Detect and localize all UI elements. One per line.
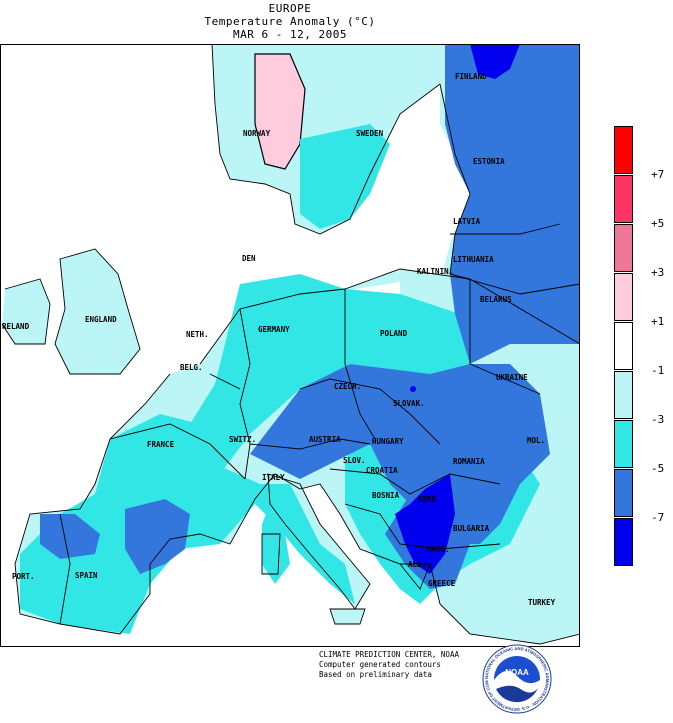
- label-netherlands: NETH.: [186, 330, 209, 339]
- noaa-logo: NATIONAL OCEANIC AND ATMOSPHERIC ADMINIS…: [482, 644, 552, 714]
- label-moldova: MOL.: [527, 436, 545, 445]
- legend-bin-1: [614, 126, 633, 174]
- label-england: ENGLAND: [85, 315, 117, 324]
- label-slovenia: SLOV.: [343, 456, 366, 465]
- label-france: FRANCE: [147, 440, 175, 449]
- label-poland: POLAND: [380, 329, 408, 338]
- label-albania: ALB.: [408, 560, 426, 569]
- label-ireland: RELAND: [2, 322, 30, 331]
- label-belarus: BELARUS: [480, 295, 512, 304]
- legend-tick-8: -7: [651, 511, 665, 524]
- label-norway: NORWAY: [243, 129, 271, 138]
- label-serbia: SERB.: [418, 495, 441, 504]
- label-czech: CZECH.: [334, 382, 361, 391]
- label-denmark: DEN: [242, 254, 256, 263]
- legend-bin-7: [614, 420, 633, 468]
- label-macedonia: MACE.: [427, 545, 450, 554]
- country-labels: FINLAND NORWAY SWEDEN ESTONIA LATVIA LIT…: [2, 72, 556, 607]
- anomaly-map: FINLAND NORWAY SWEDEN ESTONIA LATVIA LIT…: [0, 44, 580, 647]
- legend-tick-5: -1: [651, 364, 665, 377]
- noaa-logo-text: NOAA: [505, 668, 529, 677]
- legend-tick-6: -3: [651, 413, 665, 426]
- map-period: MAR 6 - 12, 2005: [233, 28, 347, 41]
- label-ukraine: UKRAINE: [496, 373, 528, 382]
- credit-line-2: Computer generated contours: [319, 660, 441, 669]
- label-spain: SPAIN: [75, 571, 98, 580]
- borders: [1, 44, 580, 645]
- label-portugal: PORT.: [12, 572, 35, 581]
- legend-bin-9: [614, 518, 633, 566]
- label-finland: FINLAND: [455, 72, 487, 81]
- legend-tick-1: +7: [651, 168, 665, 181]
- label-switzerland: SWITZ.: [229, 435, 256, 444]
- legend-bin-6: [614, 371, 633, 419]
- legend-tick-4: +1: [651, 315, 665, 328]
- label-croatia: CROATIA: [366, 466, 398, 475]
- label-bosnia: BOSNIA: [372, 491, 400, 500]
- label-hungary: HUNGARY: [372, 437, 404, 446]
- label-italy: ITALY: [262, 473, 285, 482]
- map-frame: [0, 44, 580, 647]
- label-greece: GREECE: [428, 579, 456, 588]
- map-title: Temperature Anomaly (°C): [204, 15, 376, 28]
- credit-line-1: CLIMATE PREDICTION CENTER, NOAA: [319, 650, 459, 659]
- legend-bin-3: [614, 224, 633, 272]
- label-estonia: ESTONIA: [473, 157, 505, 166]
- label-latvia: LATVIA: [453, 217, 481, 226]
- label-kaliningrad: KALININ.: [417, 267, 453, 276]
- legend-tick-3: +3: [651, 266, 665, 279]
- label-turkey: TURKEY: [528, 598, 556, 607]
- label-romania: ROMANIA: [453, 457, 485, 466]
- warm-anomaly-norway: [254, 53, 306, 170]
- label-sweden: SWEDEN: [356, 129, 384, 138]
- label-lithuania: LITHUANIA: [453, 255, 494, 264]
- legend-tick-7: -5: [651, 462, 665, 475]
- label-slovakia: SLOVAK.: [393, 399, 425, 408]
- legend-bin-5: [614, 322, 633, 370]
- legend-bin-8: [614, 469, 633, 517]
- label-germany: GERMANY: [258, 325, 290, 334]
- label-austria: AUSTRIA: [309, 435, 341, 444]
- anomaly-zone-blue: [40, 44, 580, 589]
- legend-bin-4: [614, 273, 633, 321]
- credit-line-3: Based on preliminary data: [319, 670, 432, 679]
- legend-tick-2: +5: [651, 217, 665, 230]
- legend-bin-2: [614, 175, 633, 223]
- label-bulgaria: BULGARIA: [453, 524, 490, 533]
- map-region-title: EUROPE: [268, 2, 312, 15]
- label-belgium: BELG.: [180, 363, 203, 372]
